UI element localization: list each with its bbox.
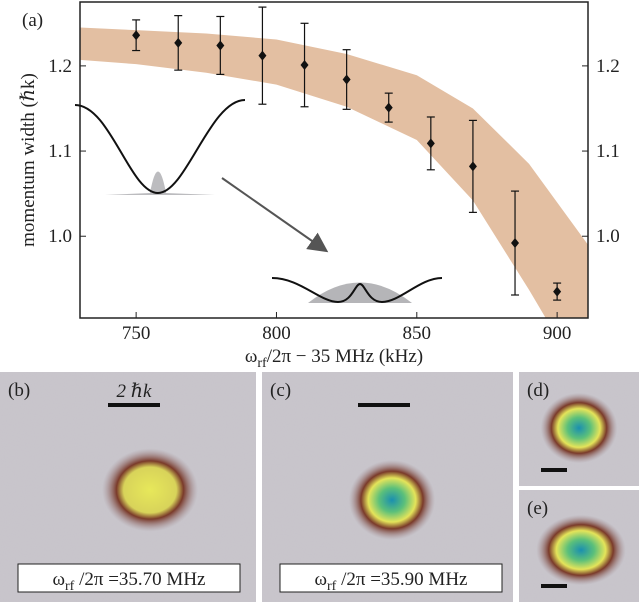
- image-panel: (b) 2 ℏk ωrf /2π =35.70 MHz: [0, 372, 256, 602]
- caption-rest: /2π =35.70 MHz: [74, 569, 205, 590]
- panel-label: (a): [22, 10, 43, 31]
- image-panel: (d): [519, 372, 639, 486]
- y-tick-label: 1.2: [48, 56, 72, 77]
- x-tick-label: 850: [403, 323, 432, 344]
- y-tick-label: 1.1: [48, 141, 72, 162]
- caption-sub: rf: [327, 579, 337, 594]
- schematic: [75, 100, 442, 303]
- y-tick-label: 1.0: [48, 226, 72, 247]
- x-axis-label: ωrf/2π − 35 MHz (kHz): [245, 346, 423, 371]
- image-panel: (c) ωrf /2π =35.90 MHz: [262, 372, 513, 602]
- caption-symbol: ω: [53, 569, 66, 590]
- x-tick-label: 750: [122, 323, 151, 344]
- scale-bar: [541, 468, 567, 472]
- x-axis-label-sub: rf: [257, 356, 267, 371]
- plot-panel: 750 800 850 900 1.0 1.0 1.1 1.1 1.2 1.2 (a) momentu…: [18, 2, 620, 390]
- plot-area: [80, 28, 588, 390]
- y2-tick-label: 1.0: [596, 226, 620, 247]
- arrow: [222, 178, 325, 250]
- wavepacket: [105, 172, 215, 196]
- panel-label: (b): [8, 380, 30, 401]
- x-tick-label: 900: [543, 323, 572, 344]
- caption-symbol: ω: [315, 569, 328, 590]
- figure: 750 800 850 900 1.0 1.0 1.1 1.1 1.2 1.2 (a) momentu…: [0, 0, 639, 602]
- atom-cloud: [102, 448, 198, 531]
- scale-bar: [541, 584, 567, 588]
- scale-bar: [108, 403, 160, 407]
- panel-label: (e): [527, 498, 548, 519]
- atom-cloud: [349, 460, 435, 540]
- caption-sub: rf: [65, 579, 75, 594]
- y2-tick-label: 1.2: [596, 56, 620, 77]
- image-panel: (e): [519, 490, 639, 602]
- wavepacket: [308, 283, 412, 304]
- atom-cloud: [536, 515, 626, 585]
- panel-label: (c): [270, 380, 291, 401]
- caption-rest: /2π =35.90 MHz: [336, 569, 467, 590]
- x-axis-label-rest: /2π − 35 MHz (kHz): [267, 346, 423, 367]
- scale-bar: [358, 403, 410, 407]
- x-axis-label-symbol: ω: [245, 346, 258, 367]
- model-band: [80, 28, 588, 390]
- atom-cloud: [541, 393, 618, 463]
- x-tick-label: 800: [262, 323, 291, 344]
- y-axis-label: momentum width (ℏk): [18, 73, 39, 247]
- scale-label: 2 ℏk: [117, 381, 152, 402]
- y2-tick-label: 1.1: [596, 141, 620, 162]
- panel-label: (d): [527, 380, 549, 401]
